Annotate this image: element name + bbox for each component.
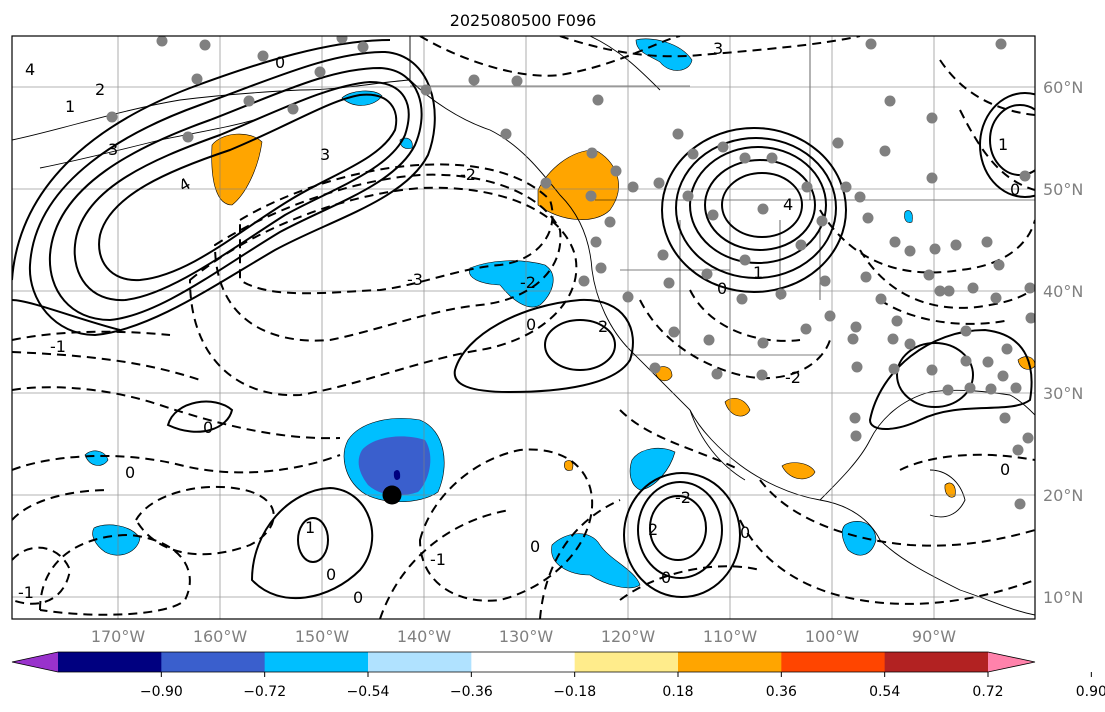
- colorbar-tick-label: −0.54: [347, 684, 390, 700]
- contour-label: 0: [1010, 180, 1020, 199]
- shade-orange-small: [564, 460, 574, 471]
- colorbar-segment: [264, 652, 369, 672]
- map-frame: [11, 35, 1036, 620]
- contour-label: 0: [326, 565, 336, 584]
- colorbar-tick-label: −0.18: [553, 684, 596, 700]
- contour-label: -2: [460, 165, 476, 184]
- lon-tick-label: 130°W: [499, 627, 554, 646]
- longitude-tick-labels: 170°W 160°W 150°W 140°W 130°W 120°W 110°…: [91, 627, 956, 646]
- contour-label: 0: [526, 315, 536, 334]
- contour-label: 4: [25, 60, 35, 79]
- colorbar-tick-label: 0.90: [1076, 684, 1105, 700]
- lat-tick-label: 60°N: [1043, 78, 1083, 97]
- colorbar-segment: [58, 652, 162, 672]
- contour-labels: 4 3 3 2 1 4 0 -3 -2 -1 0 0 1 0 0 -1 0 2 …: [18, 39, 1020, 607]
- shade-blue-great-lakes: [904, 210, 913, 223]
- shade-blue-tropics-3: [551, 533, 641, 589]
- colorbar: −0.90 −0.72 −0.54 −0.36 −0.18 0.18 0.36 0.54 0.7…: [11, 651, 1105, 700]
- contour-label: 2: [598, 317, 608, 336]
- contour-label: 0: [125, 463, 135, 482]
- shade-orange-yucatan: [944, 482, 956, 498]
- station-dots: [106, 36, 1035, 510]
- contour-label: 0: [353, 588, 363, 607]
- lat-tick-label: 10°N: [1043, 588, 1083, 607]
- lon-tick-label: 160°W: [193, 627, 248, 646]
- shade-midblue-hawaii-low: [358, 436, 431, 496]
- contour-label: -3: [407, 270, 423, 289]
- map-panel: 4 3 3 2 1 4 0 -3 -2 -1 0 0 1 0 0 -1 0 2 …: [12, 36, 1035, 619]
- lon-tick-label: 90°W: [912, 627, 956, 646]
- lat-tick-label: 50°N: [1043, 180, 1083, 199]
- positive-contours: [12, 39, 1035, 600]
- lon-tick-label: 100°W: [805, 627, 860, 646]
- contour-label: 3: [320, 145, 330, 164]
- contour-label: 0: [740, 523, 750, 542]
- contour-label: 1: [998, 135, 1008, 154]
- colorbar-tick-label: 0.54: [869, 684, 900, 700]
- lon-tick-label: 120°W: [601, 627, 656, 646]
- contour-label: -1: [18, 583, 34, 602]
- colorbar-tick-label: −0.90: [140, 684, 183, 700]
- shade-darkblue-hawaii-low: [393, 470, 401, 480]
- contour-label: -2: [675, 488, 691, 507]
- colorbar-segment: [471, 652, 576, 672]
- contour-label: -1: [430, 550, 446, 569]
- lat-tick-label: 20°N: [1043, 486, 1083, 505]
- contour-label: 0: [530, 537, 540, 556]
- contour-label: 2: [95, 80, 105, 99]
- colorbar-segment: [781, 652, 886, 672]
- contour-label: -1: [50, 337, 66, 356]
- shade-orange-mexico-2: [781, 462, 816, 480]
- lat-tick-label: 40°N: [1043, 282, 1083, 301]
- colorbar-segment: [574, 652, 679, 672]
- contour-label: 3: [713, 39, 723, 58]
- contour-label: 2: [648, 520, 658, 539]
- contour-label: 1: [65, 97, 75, 116]
- colorbar-extend-low: [12, 652, 58, 672]
- negative-contours: [12, 36, 1035, 619]
- contour-label: 1: [753, 263, 763, 282]
- colorbar-tick-label: −0.36: [450, 684, 493, 700]
- contour-label: 4: [783, 195, 793, 214]
- contour-label: 0: [1000, 460, 1010, 479]
- lon-tick-label: 170°W: [91, 627, 146, 646]
- shade-blue-tropics-2: [84, 450, 109, 466]
- lon-tick-label: 110°W: [703, 627, 758, 646]
- colorbar-tick-label: 0.72: [972, 684, 1003, 700]
- colorbar-segment: [368, 652, 472, 672]
- figure-title: 2025080500 F096: [450, 11, 597, 30]
- contour-label: -2: [520, 273, 536, 292]
- colorbar-tick-label: 0.18: [662, 684, 693, 700]
- storm-center-marker: [382, 485, 402, 505]
- colorbar-segment: [678, 652, 782, 672]
- contour-label: 0: [203, 418, 213, 437]
- contour-label: 1: [305, 518, 315, 537]
- lon-tick-label: 140°W: [397, 627, 452, 646]
- colorbar-segment: [161, 652, 266, 672]
- lat-tick-label: 30°N: [1043, 384, 1083, 403]
- shade-blue-central-am: [841, 521, 877, 556]
- shade-orange-mexico-1: [724, 397, 751, 417]
- colorbar-outline: [11, 651, 1036, 673]
- shade-orange-bc-coast: [537, 149, 619, 220]
- contour-label: 0: [717, 279, 727, 298]
- colorbar-tick-label: −0.72: [243, 684, 286, 700]
- contour-label: 0: [661, 568, 671, 587]
- contour-label: 3: [108, 140, 118, 159]
- colorbar-tick-label: 0.36: [766, 684, 797, 700]
- colorbar-extend-high: [988, 652, 1035, 672]
- colorbar-segment: [884, 652, 989, 672]
- contour-label: 0: [275, 53, 285, 72]
- contour-label: -2: [785, 368, 801, 387]
- shaded-anomalies: [84, 38, 1035, 589]
- latitude-tick-labels: 60°N 50°N 40°N 30°N 20°N 10°N: [1043, 78, 1083, 607]
- lon-tick-label: 150°W: [295, 627, 350, 646]
